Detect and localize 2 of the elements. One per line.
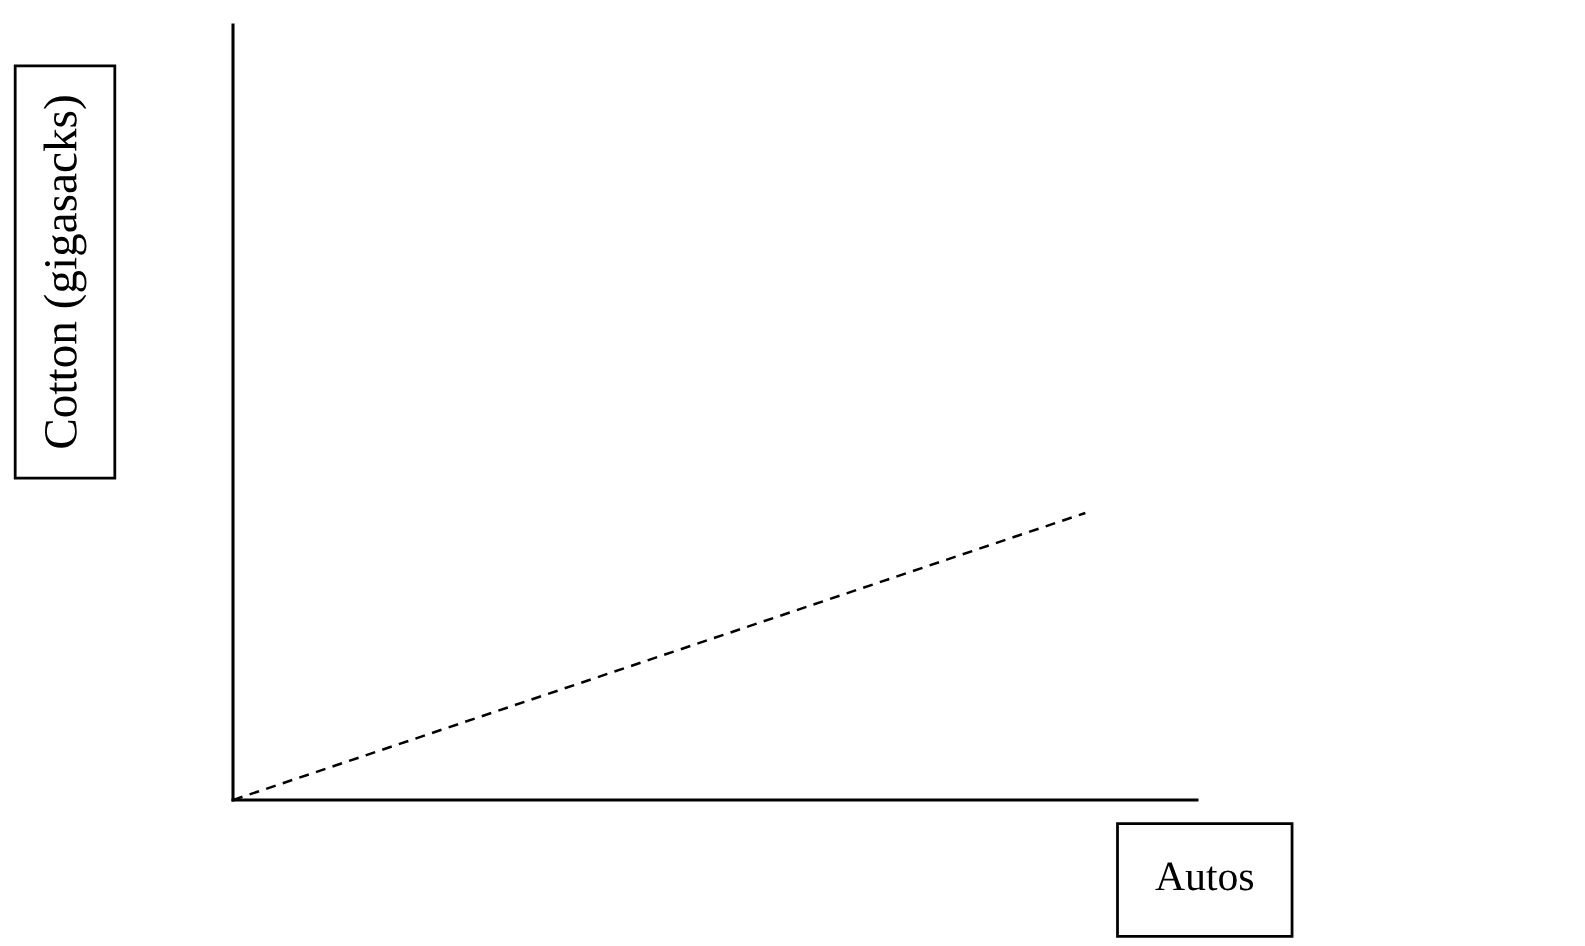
y-axis-title: Cotton (gigasacks): [43, 96, 87, 448]
x-axis-title: Autos: [1155, 862, 1254, 891]
